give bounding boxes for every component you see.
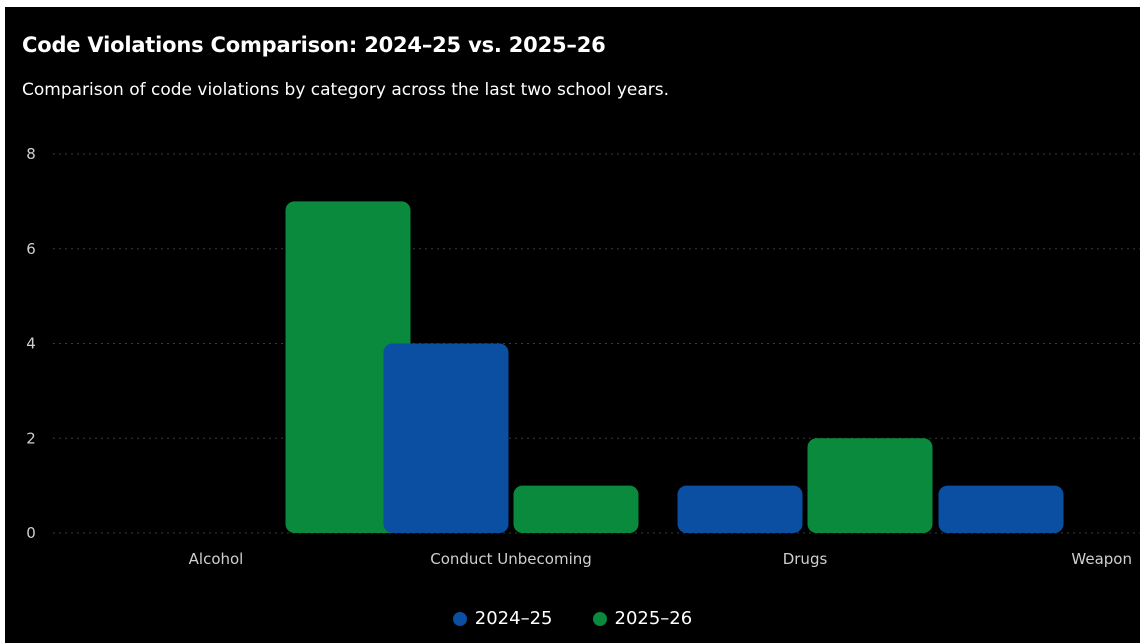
chart-title: Code Violations Comparison: 2024–25 vs. … <box>22 33 606 57</box>
legend-item-2025-26[interactable]: 2025–26 <box>592 608 693 629</box>
chart-legend: 2024–25 2025–26 <box>5 608 1140 629</box>
bar-chart: 0 2 4 6 8 Alcohol Conduct Unbecoming Drugs Weapo… <box>26 145 1140 568</box>
legend-label-2024-25: 2024–25 <box>474 608 553 629</box>
x-tick-label-drugs: Drugs <box>783 550 828 568</box>
y-tick-label-6: 6 <box>26 240 36 258</box>
legend-label-2025-26: 2025–26 <box>614 608 693 629</box>
x-tick-label-alcohol: Alcohol <box>189 550 244 568</box>
y-tick-label-4: 4 <box>26 335 36 353</box>
bar-drugs-2025–26[interactable] <box>807 438 933 533</box>
legend-swatch-2025-26 <box>592 611 607 626</box>
chart-subtitle: Comparison of code violations by categor… <box>22 80 670 100</box>
bar-conduct-unbecoming-2025–26[interactable] <box>513 485 639 533</box>
legend-item-2024-25[interactable]: 2024–25 <box>452 608 553 629</box>
y-tick-label-2: 2 <box>26 429 36 447</box>
y-tick-label-0: 0 <box>26 524 36 542</box>
bar-conduct-unbecoming-2024–25[interactable] <box>383 343 509 534</box>
x-tick-label-weapon: Weapon <box>1071 550 1132 568</box>
chart-card: Code Violations Comparison: 2024–25 vs. … <box>5 7 1140 643</box>
legend-swatch-2024-25 <box>452 611 467 626</box>
y-tick-label-8: 8 <box>26 145 36 163</box>
x-tick-label-conduct-unbecoming: Conduct Unbecoming <box>430 550 592 568</box>
bar-alcohol-2025–26[interactable] <box>285 201 411 533</box>
bar-drugs-2024–25[interactable] <box>677 485 803 533</box>
bar-weapon-2024–25[interactable] <box>938 485 1064 533</box>
